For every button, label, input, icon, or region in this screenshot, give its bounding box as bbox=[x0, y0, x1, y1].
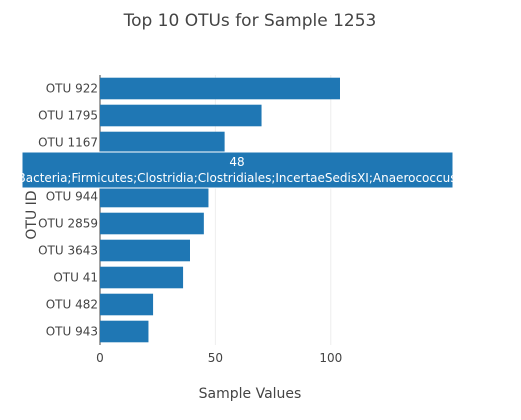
bar[interactable] bbox=[100, 293, 154, 316]
chart-title: Top 10 OTUs for Sample 1253 bbox=[123, 11, 377, 31]
y-tick-label: OTU 943 bbox=[46, 325, 98, 339]
x-axis-title: Sample Values bbox=[199, 386, 302, 402]
bar[interactable] bbox=[100, 185, 209, 208]
x-tick-labels: 0 50 100 bbox=[96, 351, 342, 365]
y-tick-label: OTU 922 bbox=[46, 82, 98, 96]
y-tick-label: OTU 482 bbox=[46, 298, 98, 312]
bar[interactable] bbox=[100, 239, 190, 262]
hover-label: Bacteria;Firmicutes;Clostridia;Clostridi… bbox=[18, 171, 457, 185]
y-axis-title: OTU ID bbox=[24, 190, 40, 239]
y-tick-labels: OTU 922 OTU 1795 OTU 1167 OTU 944 OTU 2859 OT… bbox=[38, 82, 98, 339]
y-tick-label: OTU 3643 bbox=[38, 244, 98, 258]
bar[interactable] bbox=[100, 266, 184, 289]
bar[interactable] bbox=[100, 212, 204, 235]
hover-tooltip: 48 Bacteria;Firmicutes;Clostridia;Clostr… bbox=[18, 151, 457, 189]
bars bbox=[100, 77, 340, 343]
y-tick-label: OTU 1167 bbox=[38, 136, 98, 150]
y-tick-label: OTU 2859 bbox=[38, 217, 98, 231]
x-tick-label: 100 bbox=[319, 351, 342, 365]
bar[interactable] bbox=[100, 320, 149, 343]
y-tick-label: OTU 41 bbox=[53, 271, 98, 285]
hover-value: 48 bbox=[229, 155, 244, 169]
x-tick-label: 50 bbox=[208, 351, 223, 365]
hover-box bbox=[21, 151, 454, 189]
x-tick-label: 0 bbox=[96, 351, 104, 365]
y-tick-label: OTU 1795 bbox=[38, 109, 98, 123]
y-tick-label: OTU 944 bbox=[46, 190, 98, 204]
bar[interactable] bbox=[100, 104, 262, 127]
bar[interactable] bbox=[100, 77, 340, 100]
bar[interactable] bbox=[100, 131, 225, 154]
